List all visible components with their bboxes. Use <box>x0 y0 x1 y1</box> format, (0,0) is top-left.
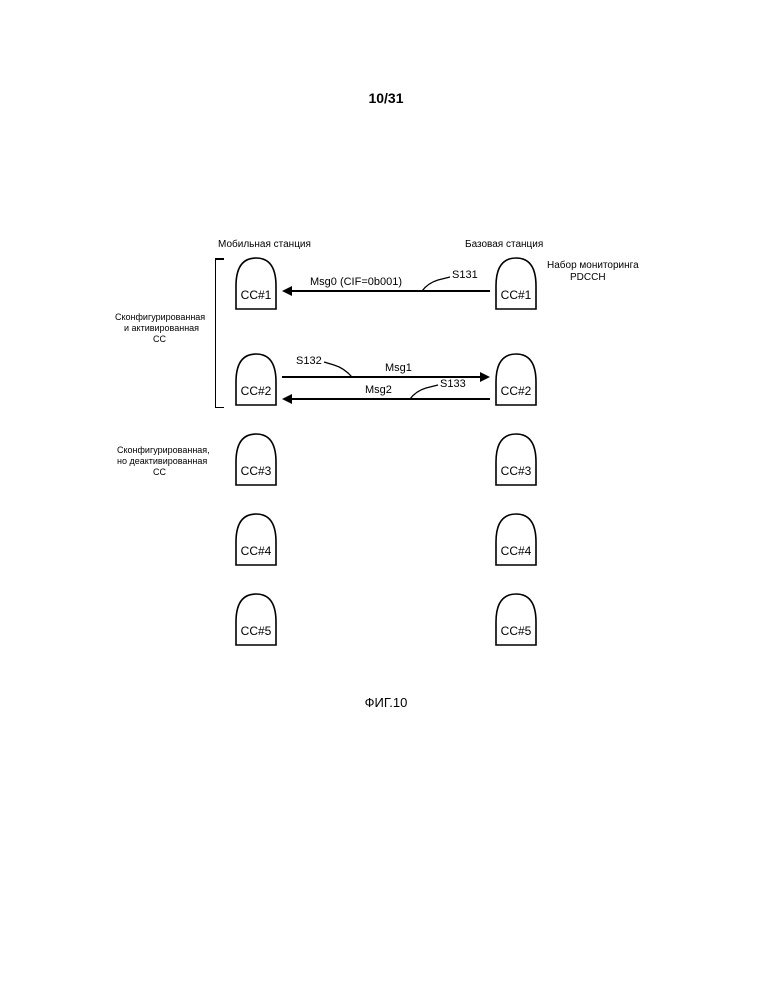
step-s133: S133 <box>440 378 466 390</box>
cc-right-3-label: CC#3 <box>492 464 540 478</box>
arrow-msg2 <box>292 398 490 400</box>
arrow-msg2-head <box>282 394 292 404</box>
arrow-msg0-head <box>282 286 292 296</box>
figure-caption: ФИГ.10 <box>0 695 772 710</box>
page: 10/31 Мобильная станция Базовая станция … <box>0 0 772 999</box>
cfg-deact-line1: Сконфигурированная, <box>117 445 210 455</box>
cc-right-2-label: CC#2 <box>492 384 540 398</box>
cc-left-4: CC#4 <box>232 510 280 566</box>
cc-left-1: CC#1 <box>232 254 280 310</box>
cc-left-3: CC#3 <box>232 430 280 486</box>
cc-right-3: CC#3 <box>492 430 540 486</box>
arrow-msg0-label: Msg0 (CIF=0b001) <box>310 276 402 288</box>
bracket-cfg-act <box>215 258 216 408</box>
cc-left-1-label: CC#1 <box>232 288 280 302</box>
cc-left-5-label: CC#5 <box>232 624 280 638</box>
arrow-msg1-head <box>480 372 490 382</box>
cc-right-4-label: CC#4 <box>492 544 540 558</box>
step-s132: S132 <box>296 355 322 367</box>
page-number: 10/31 <box>0 90 772 106</box>
pdcch-label-line1: Набор мониторинга <box>547 260 639 271</box>
cc-right-4: CC#4 <box>492 510 540 566</box>
cfg-deact-line2: но деактивированная <box>117 456 207 466</box>
cc-left-2: CC#2 <box>232 350 280 406</box>
cc-left-5: CC#5 <box>232 590 280 646</box>
cc-right-1-label: CC#1 <box>492 288 540 302</box>
hook-s132 <box>322 360 358 380</box>
cc-right-2: CC#2 <box>492 350 540 406</box>
cfg-act-line3: СС <box>153 334 166 344</box>
cfg-act-line2: и активированная <box>124 323 199 333</box>
mobile-station-header: Мобильная станция <box>218 239 311 250</box>
arrow-msg1-label: Msg1 <box>385 362 412 374</box>
cc-left-4-label: CC#4 <box>232 544 280 558</box>
cfg-act-line1: Сконфигурированная <box>115 312 205 322</box>
cc-left-2-label: CC#2 <box>232 384 280 398</box>
cc-right-5-label: CC#5 <box>492 624 540 638</box>
cc-right-1: CC#1 <box>492 254 540 310</box>
cfg-deact-line3: СС <box>153 467 166 477</box>
cc-left-3-label: CC#3 <box>232 464 280 478</box>
base-station-header: Базовая станция <box>465 239 543 250</box>
pdcch-label-line2: PDCCH <box>570 272 606 283</box>
step-s131: S131 <box>452 269 478 281</box>
arrow-msg2-label: Msg2 <box>365 384 392 396</box>
cc-right-5: CC#5 <box>492 590 540 646</box>
arrow-msg0 <box>292 290 490 292</box>
